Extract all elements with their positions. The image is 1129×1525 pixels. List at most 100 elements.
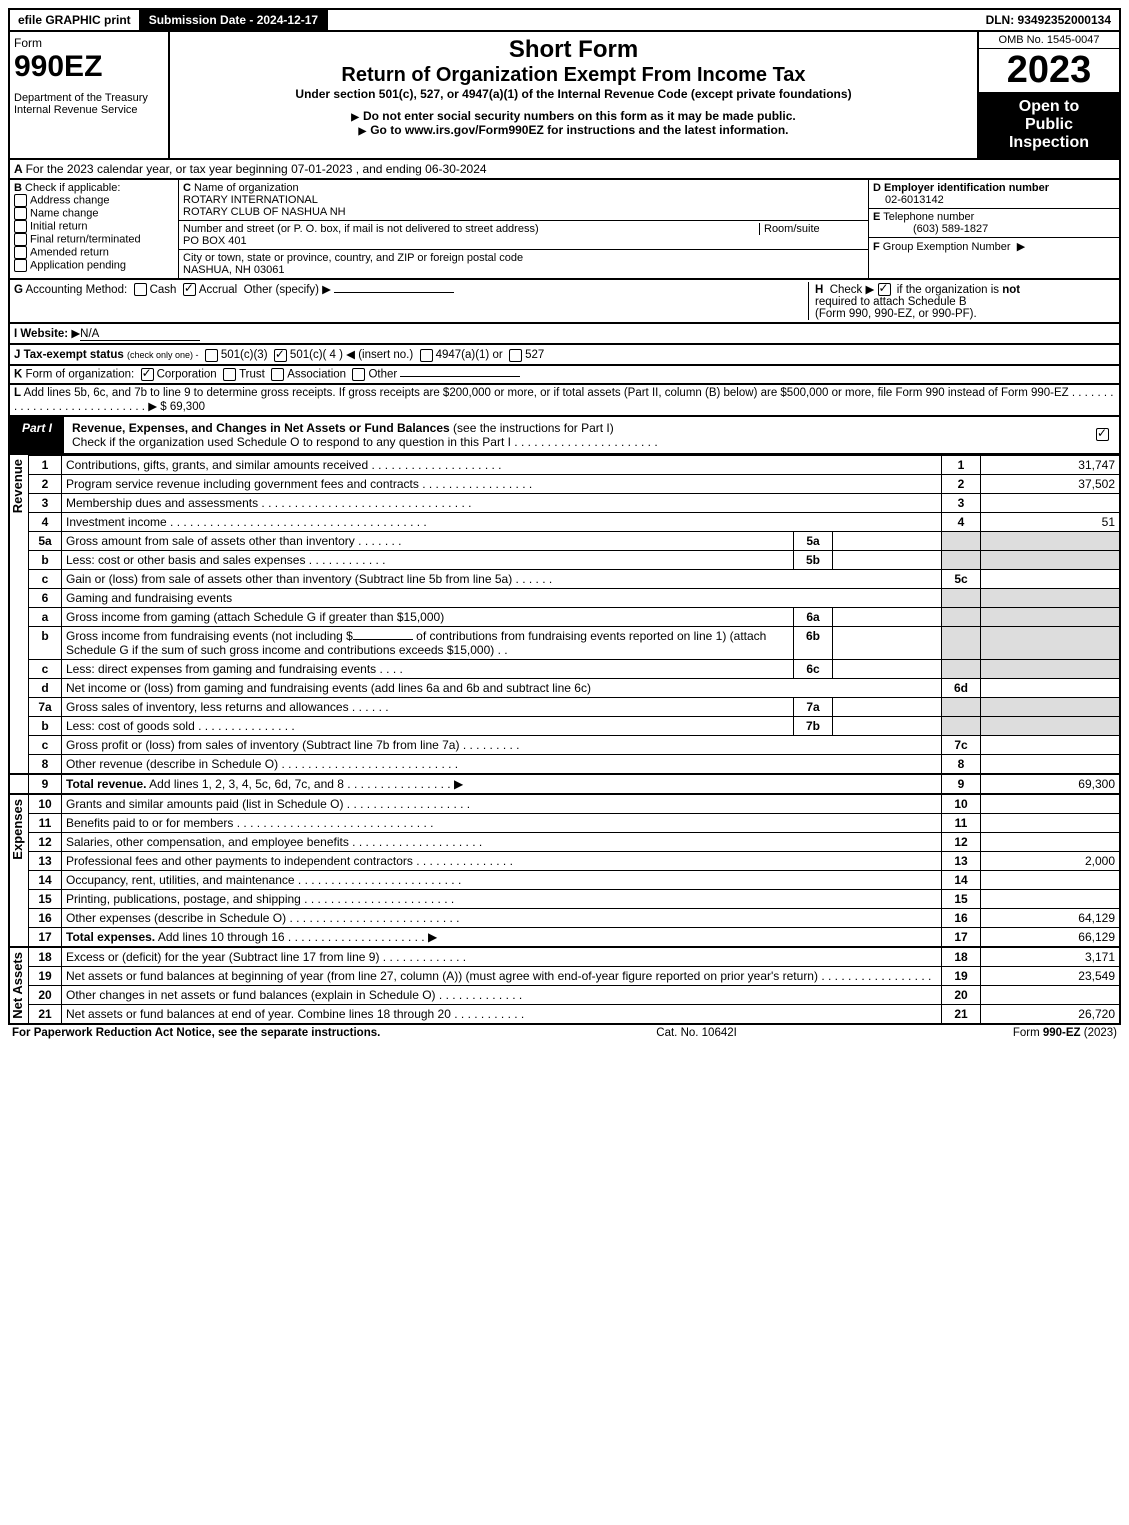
amount-18: 3,171 bbox=[981, 947, 1121, 967]
dln: DLN: 93492352000134 bbox=[978, 10, 1119, 30]
amount-15 bbox=[981, 889, 1121, 908]
org-address-block: Number and street (or P. O. box, if mail… bbox=[179, 221, 868, 250]
revenue-side-label: Revenue bbox=[10, 455, 28, 517]
chk-schedule-b[interactable] bbox=[878, 283, 891, 296]
amount-1: 31,747 bbox=[981, 455, 1121, 474]
netassets-side-label: Net Assets bbox=[10, 948, 28, 1023]
chk-application-pending[interactable] bbox=[14, 259, 27, 272]
amount-17: 66,129 bbox=[981, 927, 1121, 947]
part-1-label: Part I bbox=[10, 417, 64, 453]
chk-accrual[interactable] bbox=[183, 283, 196, 296]
section-B: B Check if applicable: Address change Na… bbox=[10, 180, 179, 278]
table-row: 4 Investment income . . . . . . . . . . … bbox=[9, 512, 1120, 531]
table-row: 9 Total revenue. Add lines 1, 2, 3, 4, 5… bbox=[9, 774, 1120, 794]
chk-final-return[interactable] bbox=[14, 233, 27, 246]
amount-3 bbox=[981, 493, 1121, 512]
table-row: c Gain or (loss) from sale of assets oth… bbox=[9, 569, 1120, 588]
table-row: 16 Other expenses (describe in Schedule … bbox=[9, 908, 1120, 927]
table-row: 3 Membership dues and assessments . . . … bbox=[9, 493, 1120, 512]
goto-link[interactable]: Go to www.irs.gov/Form990EZ for instruct… bbox=[174, 123, 973, 137]
amount-13: 2,000 bbox=[981, 851, 1121, 870]
chk-address-change[interactable] bbox=[14, 194, 27, 207]
section-F: F Group Exemption Number ▶ bbox=[869, 238, 1119, 255]
website-value: N/A bbox=[80, 328, 200, 341]
footer-right: Form 990-EZ (2023) bbox=[1013, 1027, 1117, 1039]
line-I: I Website: ▶N/A bbox=[8, 324, 1121, 345]
ein-value: 02-6013142 bbox=[873, 194, 944, 206]
table-row: b Gross income from fundraising events (… bbox=[9, 626, 1120, 659]
amount-19: 23,549 bbox=[981, 966, 1121, 985]
table-row: 5a Gross amount from sale of assets othe… bbox=[9, 531, 1120, 550]
dept-treasury: Department of the Treasury bbox=[14, 92, 164, 104]
footer-center: Cat. No. 10642I bbox=[656, 1027, 737, 1039]
org-city: NASHUA, NH 03061 bbox=[183, 264, 285, 276]
section-D: D Employer identification number 02-6013… bbox=[869, 180, 1119, 209]
org-name-2: ROTARY CLUB OF NASHUA NH bbox=[183, 206, 346, 218]
amount-4: 51 bbox=[981, 512, 1121, 531]
chk-trust[interactable] bbox=[223, 368, 236, 381]
main-title: Return of Organization Exempt From Incom… bbox=[174, 64, 973, 87]
amount-8 bbox=[981, 754, 1121, 774]
table-row: 20 Other changes in net assets or fund b… bbox=[9, 985, 1120, 1004]
under-section: Under section 501(c), 527, or 4947(a)(1)… bbox=[174, 87, 973, 101]
open-to-public: Open to Public Inspection bbox=[979, 92, 1119, 158]
table-row: 12 Salaries, other compensation, and emp… bbox=[9, 832, 1120, 851]
efile-label: efile GRAPHIC print bbox=[10, 10, 141, 30]
submission-date: Submission Date - 2024-12-17 bbox=[141, 10, 328, 30]
page-footer: For Paperwork Reduction Act Notice, see … bbox=[8, 1025, 1121, 1041]
chk-other-org[interactable] bbox=[352, 368, 365, 381]
amount-5c bbox=[981, 569, 1121, 588]
header-right: OMB No. 1545-0047 2023 Open to Public In… bbox=[977, 32, 1119, 158]
part-1-title: Revenue, Expenses, and Changes in Net As… bbox=[64, 417, 1089, 453]
table-row: c Gross profit or (loss) from sales of i… bbox=[9, 735, 1120, 754]
table-row: 14 Occupancy, rent, utilities, and maint… bbox=[9, 870, 1120, 889]
section-E: E Telephone number (603) 589-1827 bbox=[869, 209, 1119, 238]
short-form-title: Short Form bbox=[174, 36, 973, 64]
section-DEF: D Employer identification number 02-6013… bbox=[869, 180, 1119, 278]
irs-label: Internal Revenue Service bbox=[14, 104, 164, 116]
table-row: Expenses 10 Grants and similar amounts p… bbox=[9, 794, 1120, 814]
chk-name-change[interactable] bbox=[14, 207, 27, 220]
section-C: C Name of organization ROTARY INTERNATIO… bbox=[179, 180, 869, 278]
gross-receipts: $ 69,300 bbox=[160, 401, 205, 413]
table-row: 6 Gaming and fundraising events bbox=[9, 588, 1120, 607]
amount-21: 26,720 bbox=[981, 1004, 1121, 1024]
amount-2: 37,502 bbox=[981, 474, 1121, 493]
line-L: L Add lines 5b, 6c, and 7b to line 9 to … bbox=[8, 385, 1121, 417]
table-row: 19 Net assets or fund balances at beginn… bbox=[9, 966, 1120, 985]
chk-501c[interactable] bbox=[274, 349, 287, 362]
table-row: c Less: direct expenses from gaming and … bbox=[9, 659, 1120, 678]
chk-amended-return[interactable] bbox=[14, 246, 27, 259]
ssn-warning: Do not enter social security numbers on … bbox=[174, 109, 973, 123]
chk-association[interactable] bbox=[271, 368, 284, 381]
amount-12 bbox=[981, 832, 1121, 851]
chk-schedule-o[interactable] bbox=[1096, 428, 1109, 441]
chk-cash[interactable] bbox=[134, 283, 147, 296]
org-name-1: ROTARY INTERNATIONAL bbox=[183, 194, 318, 206]
omb-number: OMB No. 1545-0047 bbox=[979, 32, 1119, 49]
amount-11 bbox=[981, 813, 1121, 832]
line-J: J Tax-exempt status (check only one) - 5… bbox=[8, 345, 1121, 365]
top-bar: efile GRAPHIC print Submission Date - 20… bbox=[8, 8, 1121, 32]
part-1-header: Part I Revenue, Expenses, and Changes in… bbox=[8, 417, 1121, 455]
table-row: 2 Program service revenue including gove… bbox=[9, 474, 1120, 493]
amount-20 bbox=[981, 985, 1121, 1004]
expenses-side-label: Expenses bbox=[10, 795, 28, 864]
footer-left: For Paperwork Reduction Act Notice, see … bbox=[12, 1027, 380, 1039]
chk-4947[interactable] bbox=[420, 349, 433, 362]
form-number: 990EZ bbox=[14, 50, 164, 84]
table-row: a Gross income from gaming (attach Sched… bbox=[9, 607, 1120, 626]
org-info-grid: B Check if applicable: Address change Na… bbox=[8, 180, 1121, 280]
chk-501c3[interactable] bbox=[205, 349, 218, 362]
table-row: b Less: cost or other basis and sales ex… bbox=[9, 550, 1120, 569]
part-1-table: Revenue 1 Contributions, gifts, grants, … bbox=[8, 455, 1121, 1025]
table-row: 21 Net assets or fund balances at end of… bbox=[9, 1004, 1120, 1024]
amount-9: 69,300 bbox=[981, 774, 1121, 794]
amount-7c bbox=[981, 735, 1121, 754]
chk-initial-return[interactable] bbox=[14, 220, 27, 233]
chk-527[interactable] bbox=[509, 349, 522, 362]
amount-6d bbox=[981, 678, 1121, 697]
line-K: K Form of organization: Corporation Trus… bbox=[8, 366, 1121, 385]
header-left: Form 990EZ Department of the Treasury In… bbox=[10, 32, 170, 158]
chk-corporation[interactable] bbox=[141, 368, 154, 381]
